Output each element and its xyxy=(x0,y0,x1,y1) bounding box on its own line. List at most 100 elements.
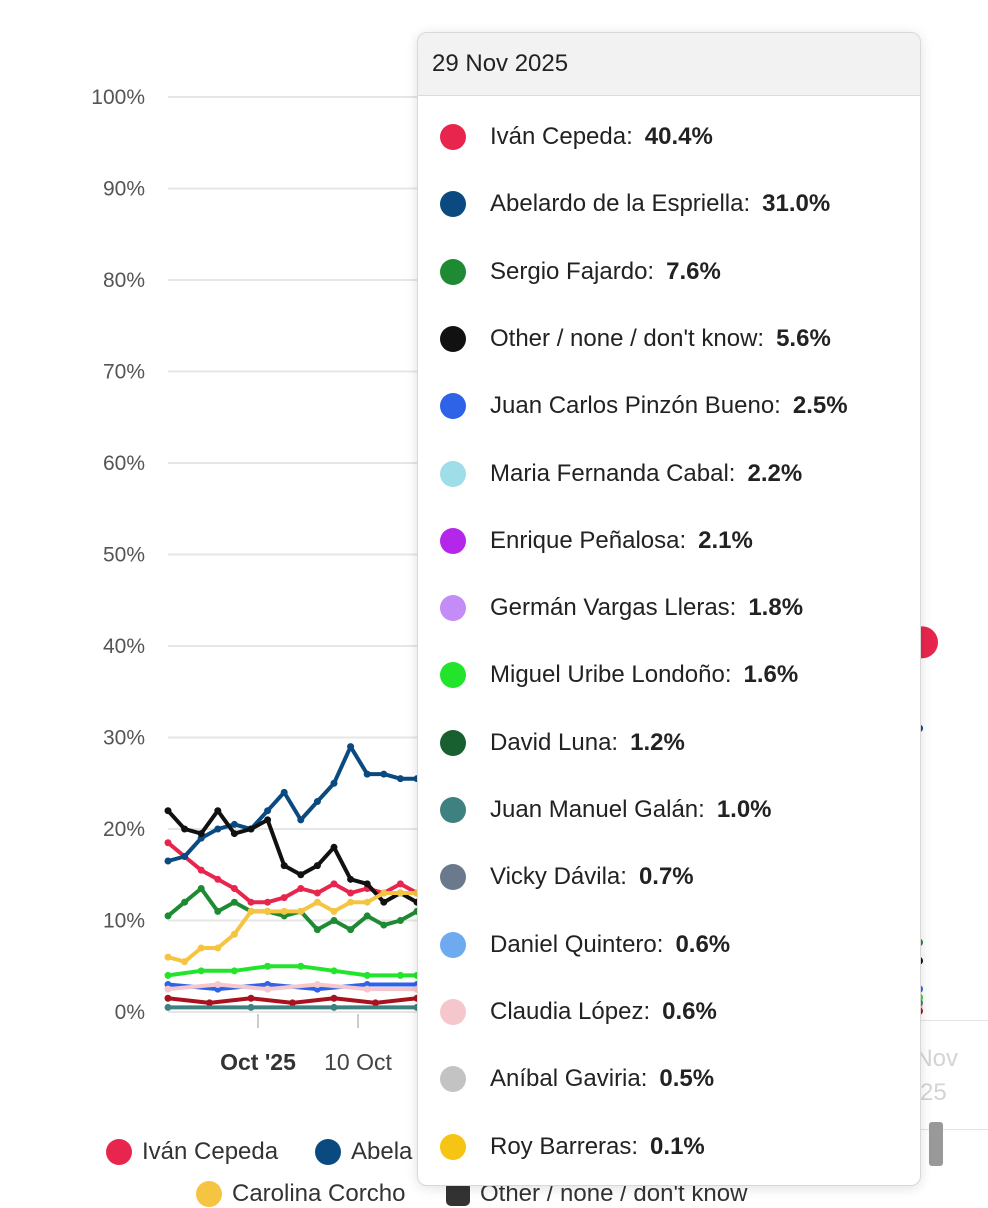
scrollbar-handle[interactable] xyxy=(929,1122,943,1166)
data-point xyxy=(396,889,404,897)
data-point xyxy=(380,770,388,778)
y-tick-label: 10% xyxy=(103,910,145,933)
data-point xyxy=(372,999,379,1007)
tooltip-series-name: Juan Carlos Pinzón Bueno: xyxy=(490,392,781,420)
data-point xyxy=(206,999,213,1007)
data-point xyxy=(164,985,172,993)
tooltip-series-value: 0.6% xyxy=(662,997,717,1025)
data-point xyxy=(297,884,305,892)
legend-item[interactable]: Iván Cepeda xyxy=(106,1138,278,1166)
y-tick-label: 80% xyxy=(103,269,145,292)
tooltip-series-name: Vicky Dávila: xyxy=(490,863,627,891)
series-color-swatch xyxy=(440,393,466,420)
data-point xyxy=(363,770,371,778)
tooltip-series-name: Iván Cepeda: xyxy=(490,123,633,150)
data-point xyxy=(164,994,172,1002)
series-color-swatch xyxy=(440,124,466,150)
y-tick-label: 50% xyxy=(103,544,145,567)
data-point xyxy=(247,907,255,915)
tooltip-row: Other / none / don't know: 5.6% xyxy=(440,319,910,359)
series-color-swatch xyxy=(440,864,466,891)
tooltip-series-value: 0.5% xyxy=(659,1065,715,1093)
tooltip-series-value: 2.2% xyxy=(747,459,803,487)
series-line xyxy=(167,891,417,964)
tooltip-row: Enrique Peñalosa: 2.1% xyxy=(440,521,910,561)
data-point xyxy=(380,921,388,929)
data-point xyxy=(280,862,288,870)
y-tick-label: 0% xyxy=(115,1001,145,1024)
data-point xyxy=(363,880,371,888)
data-point xyxy=(264,962,272,970)
data-point xyxy=(164,912,172,920)
data-point xyxy=(280,907,288,915)
tooltip-series-name: Claudia López: xyxy=(490,997,651,1025)
series-color-swatch xyxy=(440,191,466,218)
data-point xyxy=(214,981,222,989)
data-point xyxy=(164,953,172,961)
data-point xyxy=(230,830,238,838)
data-point xyxy=(280,894,288,902)
data-point xyxy=(230,930,238,938)
y-tick-label: 40% xyxy=(103,635,145,658)
data-point xyxy=(347,898,355,906)
tooltip-panel: 29 Nov 2025 Iván Cepeda: 40.4% Abelardo de… xyxy=(417,32,921,1186)
data-point xyxy=(264,807,272,815)
data-point xyxy=(214,907,222,915)
x-tick-label: Oct '25 xyxy=(220,1049,296,1075)
tooltip-series-name: Maria Fernanda Cabal: xyxy=(490,459,736,487)
y-tick-label: 60% xyxy=(103,452,145,475)
data-point xyxy=(396,775,404,783)
series-line xyxy=(167,744,417,863)
tooltip-row: Daniel Quintero: 0.6% xyxy=(440,925,910,965)
data-point xyxy=(297,816,305,824)
legend-item[interactable]: Abela xyxy=(315,1138,412,1166)
data-point xyxy=(313,889,321,897)
tooltip-series-value: 2.5% xyxy=(792,392,848,420)
tooltip-row: Sergio Fajardo: 7.6% xyxy=(440,252,910,292)
data-point xyxy=(347,926,355,934)
data-point xyxy=(347,875,355,883)
series-color-swatch xyxy=(440,460,466,487)
data-point xyxy=(230,898,238,906)
data-point xyxy=(181,852,189,860)
tooltip-row: Iván Cepeda: 40.4% xyxy=(440,117,910,157)
data-point xyxy=(347,889,355,897)
tooltip-series-name: Daniel Quintero: xyxy=(490,930,664,958)
series-color-swatch xyxy=(440,527,466,554)
data-point xyxy=(313,862,321,870)
data-point xyxy=(313,798,321,806)
series-color-swatch xyxy=(440,325,466,352)
y-tick-label: 90% xyxy=(103,178,145,201)
data-point xyxy=(289,999,296,1007)
data-point xyxy=(330,880,338,888)
tooltip-row: Aníbal Gaviria: 0.5% xyxy=(440,1059,910,1099)
data-point xyxy=(396,880,404,888)
tooltip-series-value: 1.8% xyxy=(748,594,804,622)
series-layer xyxy=(164,743,421,1011)
series-line xyxy=(166,886,418,932)
legend-item[interactable]: Carolina Corcho xyxy=(196,1180,405,1208)
data-point xyxy=(264,907,272,915)
y-tick-label: 70% xyxy=(103,361,145,384)
series-line xyxy=(166,808,418,905)
data-point xyxy=(330,843,338,851)
data-point xyxy=(164,971,172,979)
data-point xyxy=(181,825,189,833)
legend-label: Iván Cepeda xyxy=(142,1138,279,1165)
data-point xyxy=(313,981,321,989)
data-point xyxy=(396,971,404,979)
tooltip-date: 29 Nov 2025 xyxy=(418,33,920,96)
data-point xyxy=(181,958,189,966)
tooltip-series-value: 1.0% xyxy=(716,796,772,823)
data-point xyxy=(214,875,222,883)
data-point xyxy=(214,825,222,833)
data-point xyxy=(330,1003,338,1011)
tooltip-row: David Luna: 1.2% xyxy=(440,723,910,763)
tooltip-series-name: Other / none / don't know: xyxy=(490,324,765,352)
data-point xyxy=(297,871,305,879)
tooltip-row: Roy Barreras: 0.1% xyxy=(440,1127,910,1167)
data-point xyxy=(164,807,172,815)
data-point xyxy=(297,907,305,915)
data-point xyxy=(313,898,321,906)
tooltip-series-name: Juan Manuel Galán: xyxy=(490,796,705,823)
